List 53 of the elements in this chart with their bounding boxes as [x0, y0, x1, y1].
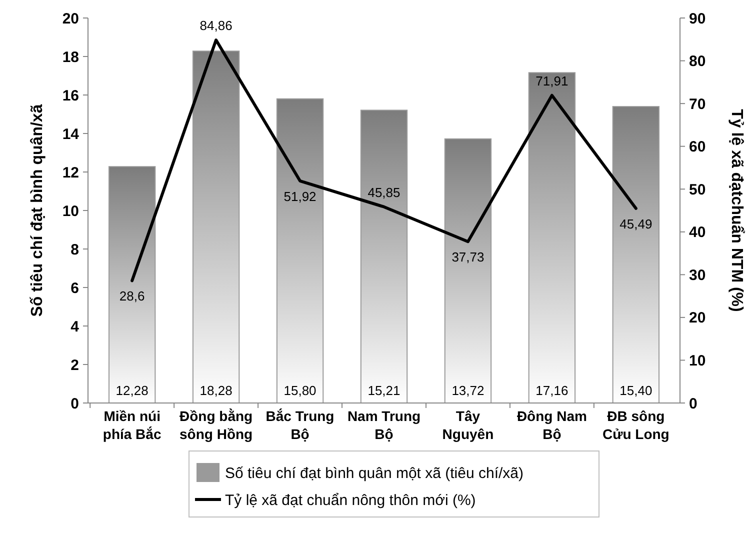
- bar: [444, 138, 492, 404]
- x-tick-label: Miền núi phía Bắc: [102, 408, 162, 442]
- x-tick-label: Đồng bằng sông Hồng: [180, 408, 253, 442]
- data-label: 15,40: [620, 383, 652, 398]
- x-tick-label: ĐB sông Cửu Long: [602, 408, 670, 442]
- y2-axis-title: Tỷ lệ xã đạtchuẩn NTM (%): [728, 109, 745, 312]
- y2-tick-label: 50: [689, 181, 706, 198]
- y-tick-label: 8: [70, 241, 79, 258]
- data-label: 45,49: [620, 216, 652, 232]
- data-label: 71,91: [536, 73, 568, 88]
- x-tick-label: Nam Trung Bộ: [347, 408, 421, 442]
- y-tick-label: 4: [70, 318, 80, 336]
- data-label: 51,92: [284, 188, 316, 204]
- data-label: 18,28: [200, 383, 232, 398]
- bar: [108, 166, 156, 404]
- bar: [612, 106, 660, 404]
- data-label: 15,21: [368, 383, 400, 398]
- data-label: 45,85: [368, 184, 400, 200]
- y-tick-label: 10: [62, 202, 79, 220]
- x-tick-label: Tây Nguyên: [442, 408, 494, 442]
- y-tick-label: 12: [62, 164, 79, 182]
- x-tick-label: Đông Nam Bộ: [516, 408, 587, 442]
- y2-tick-label: 60: [689, 138, 706, 156]
- data-label: 84,86: [200, 18, 232, 33]
- y2-tick-label: 20: [689, 310, 706, 327]
- y-axis-title: Số tiêu chí đạt bình quân/xã: [29, 104, 46, 317]
- y2-tick-label: 10: [689, 352, 706, 370]
- bar: [276, 98, 324, 404]
- data-label: 12,28: [116, 383, 148, 398]
- y2-tick-label: 70: [689, 96, 706, 113]
- y-tick-label: 2: [70, 356, 79, 374]
- bar: [192, 50, 240, 404]
- y2-tick-label: 30: [689, 266, 706, 284]
- data-label: 17,16: [536, 383, 568, 398]
- y-tick-label: 6: [70, 280, 79, 297]
- bar: [360, 110, 408, 404]
- y-tick-label: 20: [62, 10, 79, 28]
- y2-tick-label: 40: [689, 224, 706, 242]
- legend-label: Tỷ lệ xã đạt chuẩn nông thôn mới (%): [225, 492, 476, 509]
- bar: [528, 72, 576, 404]
- y-tick-label: 18: [62, 48, 79, 66]
- y2-tick-label: 90: [689, 10, 706, 28]
- y-tick-label: 16: [62, 87, 79, 104]
- y-tick-label: 0: [70, 395, 79, 412]
- y2-tick-label: 0: [689, 395, 698, 412]
- data-label: 28,6: [119, 288, 145, 304]
- legend-label: Số tiêu chí đạt bình quân một xã (tiêu chí/xã): [225, 464, 524, 482]
- y-tick-label: 14: [62, 126, 80, 143]
- data-label: 37,73: [452, 250, 484, 265]
- data-label: 13,72: [452, 383, 484, 398]
- data-label: 15,80: [284, 383, 316, 398]
- x-tick-label: Bắc Trung Bộ: [266, 408, 334, 442]
- y2-tick-label: 80: [689, 53, 706, 70]
